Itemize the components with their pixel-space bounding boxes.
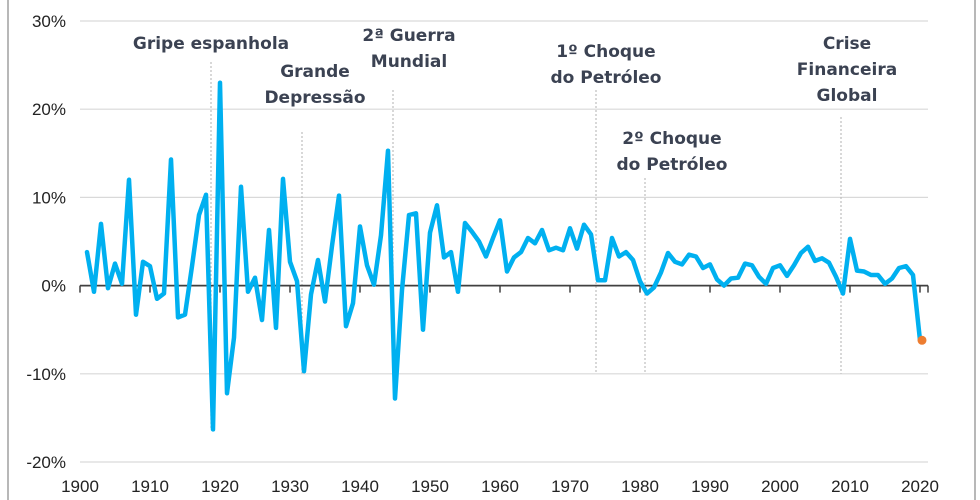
annotation-text: 2ª Guerra — [362, 26, 455, 46]
x-tick-label: 1960 — [481, 477, 519, 496]
annotation-label: Gripe espanhola — [133, 34, 289, 54]
series-line — [84, 80, 923, 432]
annotation-label: 2º Choque do Petróleo — [617, 129, 728, 175]
x-tick-label: 1920 — [201, 477, 239, 496]
y-tick-label: 10% — [32, 188, 66, 207]
annotation-text: do Petróleo — [617, 155, 728, 175]
x-tick-label: 1940 — [341, 477, 379, 496]
annotation-label: Grande Depressão — [264, 62, 365, 108]
annotation-text: Financeira — [797, 60, 897, 80]
x-tick-label: 2020 — [901, 477, 939, 496]
annotation-text: Crise — [823, 34, 871, 54]
x-tick-label: 1970 — [551, 477, 589, 496]
annotations: Gripe espanhola Grande Depressão 2ª Guerra M… — [133, 26, 897, 175]
annotation-text: do Petróleo — [551, 68, 662, 88]
y-tick-label: -20% — [26, 453, 66, 472]
x-tick-label: 1980 — [621, 477, 659, 496]
series-layer — [84, 80, 927, 432]
x-tick-label: 1950 — [411, 477, 449, 496]
x-tick-label: 1900 — [61, 477, 99, 496]
x-tick-label: 2010 — [831, 477, 869, 496]
annotation-text: Depressão — [264, 88, 365, 108]
x-tick-label: 1930 — [271, 477, 309, 496]
x-tick-label: 1990 — [691, 477, 729, 496]
annotation-text: Global — [817, 86, 878, 106]
y-tick-label: 30% — [32, 12, 66, 31]
annotation-label: Crise Financeira Global — [797, 34, 897, 106]
x-tick-label: 1910 — [131, 477, 169, 496]
x-axis-labels: 1900 1910 1920 1930 1940 1950 1960 1970 1980 1990… — [61, 477, 939, 496]
y-tick-label: -10% — [26, 365, 66, 384]
x-axis — [79, 284, 929, 293]
annotation-text: Mundial — [371, 52, 447, 72]
y-tick-label: 0% — [41, 277, 66, 296]
annotation-text: Gripe espanhola — [133, 34, 289, 54]
y-axis-labels: 30% 20% 10% 0% -10% -20% — [26, 12, 66, 472]
annotation-text: 2º Choque — [622, 129, 721, 149]
annotation-label: 1º Choque do Petróleo — [551, 42, 662, 88]
annotation-text: Grande — [280, 62, 350, 82]
x-tick-label: 2000 — [761, 477, 799, 496]
annotation-label: 2ª Guerra Mundial — [362, 26, 455, 72]
y-tick-label: 20% — [32, 100, 66, 119]
highlight-point-2020 — [917, 335, 927, 345]
annotation-text: 1º Choque — [556, 42, 655, 62]
